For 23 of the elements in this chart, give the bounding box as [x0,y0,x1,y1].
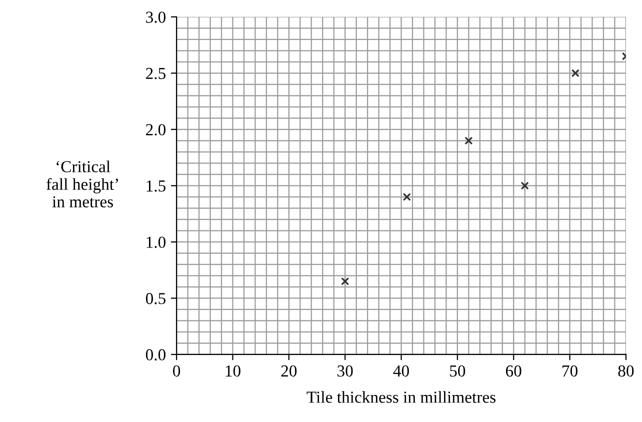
x-tick-label: 20 [281,365,297,377]
y-tick-label: 1.5 [146,180,166,192]
y-tick-label: 0.5 [146,292,166,304]
y-tick-label: 3.0 [146,12,166,23]
y-tick-label: 0.0 [146,349,166,360]
x-tick-label: 0 [173,365,180,377]
point [340,277,350,286]
point [520,182,529,190]
y-tick-label: 2.0 [146,124,166,136]
x-tick-label: 40 [393,365,409,377]
x-tick-label: 10 [226,365,240,377]
x-tick-label: 80 [618,365,634,377]
x-tick-label: 30 [338,365,353,377]
x-tick-label: 70 [562,365,578,377]
x-tick-label: 60 [506,365,522,377]
point [571,69,580,78]
y-axis-title: ‘Critical fall height’ in metres [46,160,118,208]
point [464,136,473,145]
y-tick-label: 1.0 [146,236,166,248]
x-tick-label: 50 [450,365,466,377]
point [402,192,411,202]
x-axis-title: Tile thickness in millimetres [306,391,496,403]
y-tick-label: 2.5 [146,68,166,80]
